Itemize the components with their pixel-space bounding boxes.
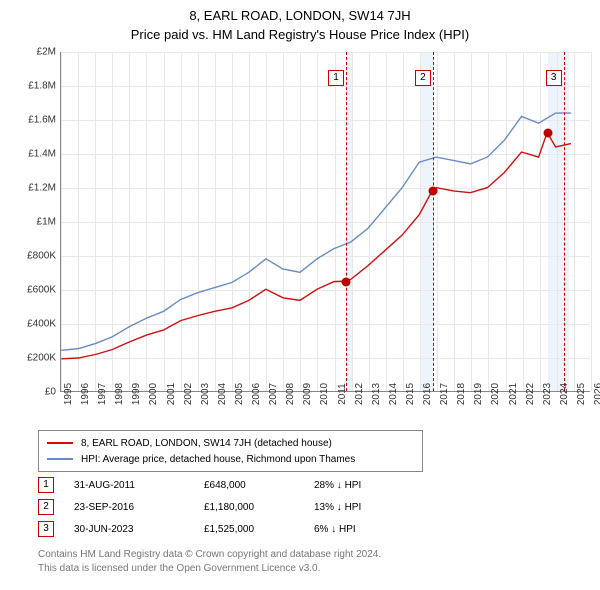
plot-area: 1 2 3 bbox=[60, 52, 590, 392]
footer-line1: Contains HM Land Registry data © Crown c… bbox=[38, 548, 381, 562]
ytick-label: £600K bbox=[6, 285, 56, 296]
ytick-label: £1M bbox=[6, 217, 56, 228]
event-row: 1 31-AUG-2011£648,00028% ↓ HPI bbox=[38, 474, 361, 496]
event-date: 30-JUN-2023 bbox=[74, 524, 204, 535]
ytick-label: £800K bbox=[6, 251, 56, 262]
marker-dot bbox=[544, 128, 553, 137]
xtick-label: 2018 bbox=[456, 383, 467, 405]
legend-row: 8, EARL ROAD, LONDON, SW14 7JH (detached… bbox=[47, 435, 414, 451]
event-price: £648,000 bbox=[204, 480, 314, 491]
ytick-label: £1.2M bbox=[6, 183, 56, 194]
legend-row: HPI: Average price, detached house, Rich… bbox=[47, 451, 414, 467]
ytick-label: £400K bbox=[6, 319, 56, 330]
legend: 8, EARL ROAD, LONDON, SW14 7JH (detached… bbox=[38, 430, 423, 472]
chart-svg bbox=[61, 52, 590, 391]
xtick-label: 2000 bbox=[148, 383, 159, 405]
chart-title: 8, EARL ROAD, LONDON, SW14 7JH bbox=[0, 0, 600, 23]
chart-container: 8, EARL ROAD, LONDON, SW14 7JH Price pai… bbox=[0, 0, 600, 590]
xtick-label: 2013 bbox=[371, 383, 382, 405]
xtick-label: 2007 bbox=[268, 383, 279, 405]
legend-swatch bbox=[47, 458, 73, 460]
legend-label: 8, EARL ROAD, LONDON, SW14 7JH (detached… bbox=[81, 438, 332, 449]
xtick-label: 2009 bbox=[302, 383, 313, 405]
xtick-label: 2024 bbox=[559, 383, 570, 405]
event-number-box: 2 bbox=[38, 499, 54, 515]
xtick-label: 2019 bbox=[473, 383, 484, 405]
xtick-label: 2005 bbox=[234, 383, 245, 405]
footer-text: Contains HM Land Registry data © Crown c… bbox=[38, 548, 381, 576]
xtick-label: 2016 bbox=[422, 383, 433, 405]
ytick-label: £1.8M bbox=[6, 81, 56, 92]
ytick-label: £0 bbox=[6, 387, 56, 398]
xtick-label: 2001 bbox=[166, 383, 177, 405]
xtick-label: 2003 bbox=[200, 383, 211, 405]
legend-label: HPI: Average price, detached house, Rich… bbox=[81, 454, 355, 465]
xtick-label: 2004 bbox=[217, 383, 228, 405]
events-table: 1 31-AUG-2011£648,00028% ↓ HPI 2 23-SEP-201… bbox=[38, 474, 361, 540]
ytick-label: £200K bbox=[6, 353, 56, 364]
event-price: £1,525,000 bbox=[204, 524, 314, 535]
xtick-label: 1995 bbox=[63, 383, 74, 405]
event-row: 2 23-SEP-2016£1,180,00013% ↓ HPI bbox=[38, 496, 361, 518]
event-diff: 6% ↓ HPI bbox=[314, 524, 356, 535]
legend-swatch bbox=[47, 442, 73, 444]
event-number-box: 3 bbox=[38, 521, 54, 537]
ytick-label: £1.4M bbox=[6, 149, 56, 160]
event-box: 1 bbox=[328, 70, 344, 86]
event-diff: 13% ↓ HPI bbox=[314, 502, 361, 513]
xtick-label: 1996 bbox=[80, 383, 91, 405]
xtick-label: 2014 bbox=[388, 383, 399, 405]
chart-subtitle: Price paid vs. HM Land Registry's House … bbox=[0, 23, 600, 42]
xtick-label: 2002 bbox=[183, 383, 194, 405]
xtick-label: 2011 bbox=[337, 383, 348, 405]
gridline-v bbox=[591, 52, 592, 391]
event-line bbox=[433, 52, 434, 391]
series-hpi bbox=[61, 113, 571, 350]
ytick-label: £2M bbox=[6, 47, 56, 58]
xtick-label: 1997 bbox=[97, 383, 108, 405]
event-box: 2 bbox=[415, 70, 431, 86]
event-row: 3 30-JUN-2023£1,525,0006% ↓ HPI bbox=[38, 518, 361, 540]
event-date: 23-SEP-2016 bbox=[74, 502, 204, 513]
xtick-label: 1999 bbox=[131, 383, 142, 405]
xtick-label: 2020 bbox=[490, 383, 501, 405]
event-box: 3 bbox=[546, 70, 562, 86]
xtick-label: 2012 bbox=[354, 383, 365, 405]
series-price_paid bbox=[61, 133, 571, 359]
event-line bbox=[346, 52, 347, 391]
xtick-label: 2015 bbox=[405, 383, 416, 405]
xtick-label: 2021 bbox=[508, 383, 519, 405]
event-line bbox=[564, 52, 565, 391]
footer-line2: This data is licensed under the Open Gov… bbox=[38, 562, 381, 576]
xtick-label: 2017 bbox=[439, 383, 450, 405]
event-date: 31-AUG-2011 bbox=[74, 480, 204, 491]
marker-dot bbox=[342, 277, 351, 286]
xtick-label: 2023 bbox=[542, 383, 553, 405]
xtick-label: 2010 bbox=[319, 383, 330, 405]
xtick-label: 2008 bbox=[285, 383, 296, 405]
xtick-label: 2025 bbox=[576, 383, 587, 405]
marker-dot bbox=[428, 187, 437, 196]
xtick-label: 2006 bbox=[251, 383, 262, 405]
xtick-label: 1998 bbox=[114, 383, 125, 405]
xtick-label: 2022 bbox=[525, 383, 536, 405]
ytick-label: £1.6M bbox=[6, 115, 56, 126]
event-diff: 28% ↓ HPI bbox=[314, 480, 361, 491]
event-number-box: 1 bbox=[38, 477, 54, 493]
event-price: £1,180,000 bbox=[204, 502, 314, 513]
xtick-label: 2026 bbox=[593, 383, 600, 405]
